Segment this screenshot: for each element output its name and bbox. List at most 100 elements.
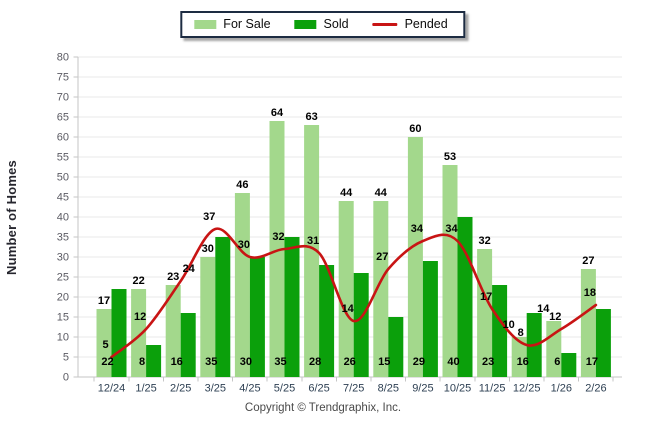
x-tick-label: 2/26: [585, 383, 606, 395]
bar-sold: [561, 353, 577, 377]
for-sale-value-label: 14: [537, 303, 550, 315]
y-tick-label: 65: [57, 112, 69, 124]
x-tick-label: 9/25: [412, 383, 433, 395]
y-tick-label: 15: [57, 312, 69, 324]
bar-for-sale: [165, 285, 181, 377]
bar-sold: [422, 261, 438, 377]
y-tick-label: 0: [63, 372, 69, 384]
bar-for-sale: [96, 309, 112, 377]
legend-item-pended: Pended: [372, 17, 448, 31]
y-tick-label: 5: [63, 352, 69, 364]
sold-value-label: 22: [101, 356, 113, 368]
y-axis-title: Number of Homes: [4, 159, 19, 275]
sold-value-label: 35: [205, 356, 217, 368]
sold-value-label: 28: [309, 356, 321, 368]
for-sale-value-label: 53: [444, 151, 456, 163]
legend-label-for-sale: For Sale: [223, 17, 271, 31]
for-sale-value-label: 44: [375, 187, 388, 199]
x-tick-label: 6/25: [308, 383, 329, 395]
bar-for-sale: [407, 137, 423, 377]
for-sale-value-label: 23: [167, 271, 179, 283]
pended-value-label: 24: [183, 263, 196, 275]
sold-value-label: 16: [171, 356, 183, 368]
sold-value-label: 15: [378, 356, 390, 368]
for-sale-value-label: 46: [236, 179, 248, 191]
y-tick-label: 80: [57, 52, 69, 64]
pended-value-label: 18: [584, 287, 596, 299]
bar-sold: [249, 257, 265, 377]
bar-sold: [284, 237, 300, 377]
sold-value-label: 23: [482, 356, 494, 368]
sold-value-label: 30: [240, 356, 252, 368]
bar-sold: [353, 273, 369, 377]
bar-for-sale: [511, 337, 527, 377]
sold-value-label: 8: [139, 356, 145, 368]
bar-for-sale: [269, 121, 285, 377]
legend: For Sale Sold Pended: [180, 11, 466, 38]
sold-value-label: 35: [274, 356, 286, 368]
y-tick-label: 40: [57, 212, 69, 224]
for-sale-value-label: 10: [503, 319, 515, 331]
x-tick-label: 12/24: [98, 383, 126, 395]
x-tick-label: 3/25: [205, 383, 226, 395]
bar-sold: [388, 317, 404, 377]
legend-item-sold: Sold: [294, 17, 349, 31]
sold-value-label: 26: [344, 356, 356, 368]
pended-value-label: 31: [307, 235, 319, 247]
sold-value-label: 17: [586, 356, 598, 368]
copyright-text: Copyright © Trendgraphix, Inc.: [244, 402, 402, 414]
bar-for-sale: [580, 269, 596, 377]
pended-value-label: 12: [549, 311, 561, 323]
for-sale-value-label: 44: [340, 187, 353, 199]
bar-for-sale: [131, 289, 147, 377]
pended-line: [110, 227, 598, 359]
x-tick-label: 7/25: [343, 383, 364, 395]
pended-value-label: 27: [376, 251, 388, 263]
pended-value-label: 32: [272, 231, 284, 243]
for-sale-value-label: 32: [478, 235, 490, 247]
y-tick-label: 55: [57, 152, 69, 164]
x-tick-label: 12/25: [513, 383, 541, 395]
y-tick-label: 60: [57, 132, 69, 144]
x-tick-label: 10/25: [444, 383, 472, 395]
x-tick-label: 1/26: [551, 383, 572, 395]
pended-value-label: 14: [342, 303, 355, 315]
pended-value-label: 17: [480, 291, 492, 303]
pended-value-label: 12: [134, 311, 146, 323]
y-tick-label: 30: [57, 252, 69, 264]
bar-sold: [457, 217, 473, 377]
y-tick-label: 70: [57, 92, 69, 104]
pended-value-label: 8: [518, 327, 524, 339]
for-sale-swatch-icon: [194, 19, 217, 29]
bar-for-sale: [442, 165, 458, 377]
bar-for-sale: [338, 201, 354, 377]
legend-item-for-sale: For Sale: [194, 17, 271, 31]
pended-line-swatch-icon: [372, 22, 398, 26]
bar-for-sale: [200, 257, 216, 377]
sold-swatch-icon: [294, 19, 317, 29]
y-tick-label: 75: [57, 72, 69, 84]
x-tick-label: 8/25: [378, 383, 399, 395]
x-tick-label: 11/25: [479, 383, 506, 395]
pended-value-label: 37: [203, 211, 215, 223]
bar-for-sale: [546, 321, 562, 377]
sold-value-label: 40: [447, 356, 459, 368]
for-sale-value-label: 27: [582, 255, 594, 267]
x-tick-label: 4/25: [239, 383, 260, 395]
bar-for-sale: [234, 193, 250, 377]
legend-label-pended: Pended: [404, 17, 448, 31]
x-tick-label: 5/25: [274, 383, 295, 395]
y-tick-label: 45: [57, 192, 69, 204]
bar-sold: [492, 285, 508, 377]
for-sale-value-label: 17: [98, 295, 110, 307]
y-tick-label: 35: [57, 232, 69, 244]
x-tick-label: 1/25: [135, 383, 156, 395]
y-tick-label: 10: [57, 332, 69, 344]
pended-value-label: 30: [238, 239, 250, 251]
x-tick-label: 2/25: [170, 383, 191, 395]
pended-value-label: 34: [445, 223, 458, 235]
sold-value-label: 16: [517, 356, 529, 368]
y-tick-label: 50: [57, 172, 69, 184]
for-sale-value-label: 22: [132, 275, 144, 287]
